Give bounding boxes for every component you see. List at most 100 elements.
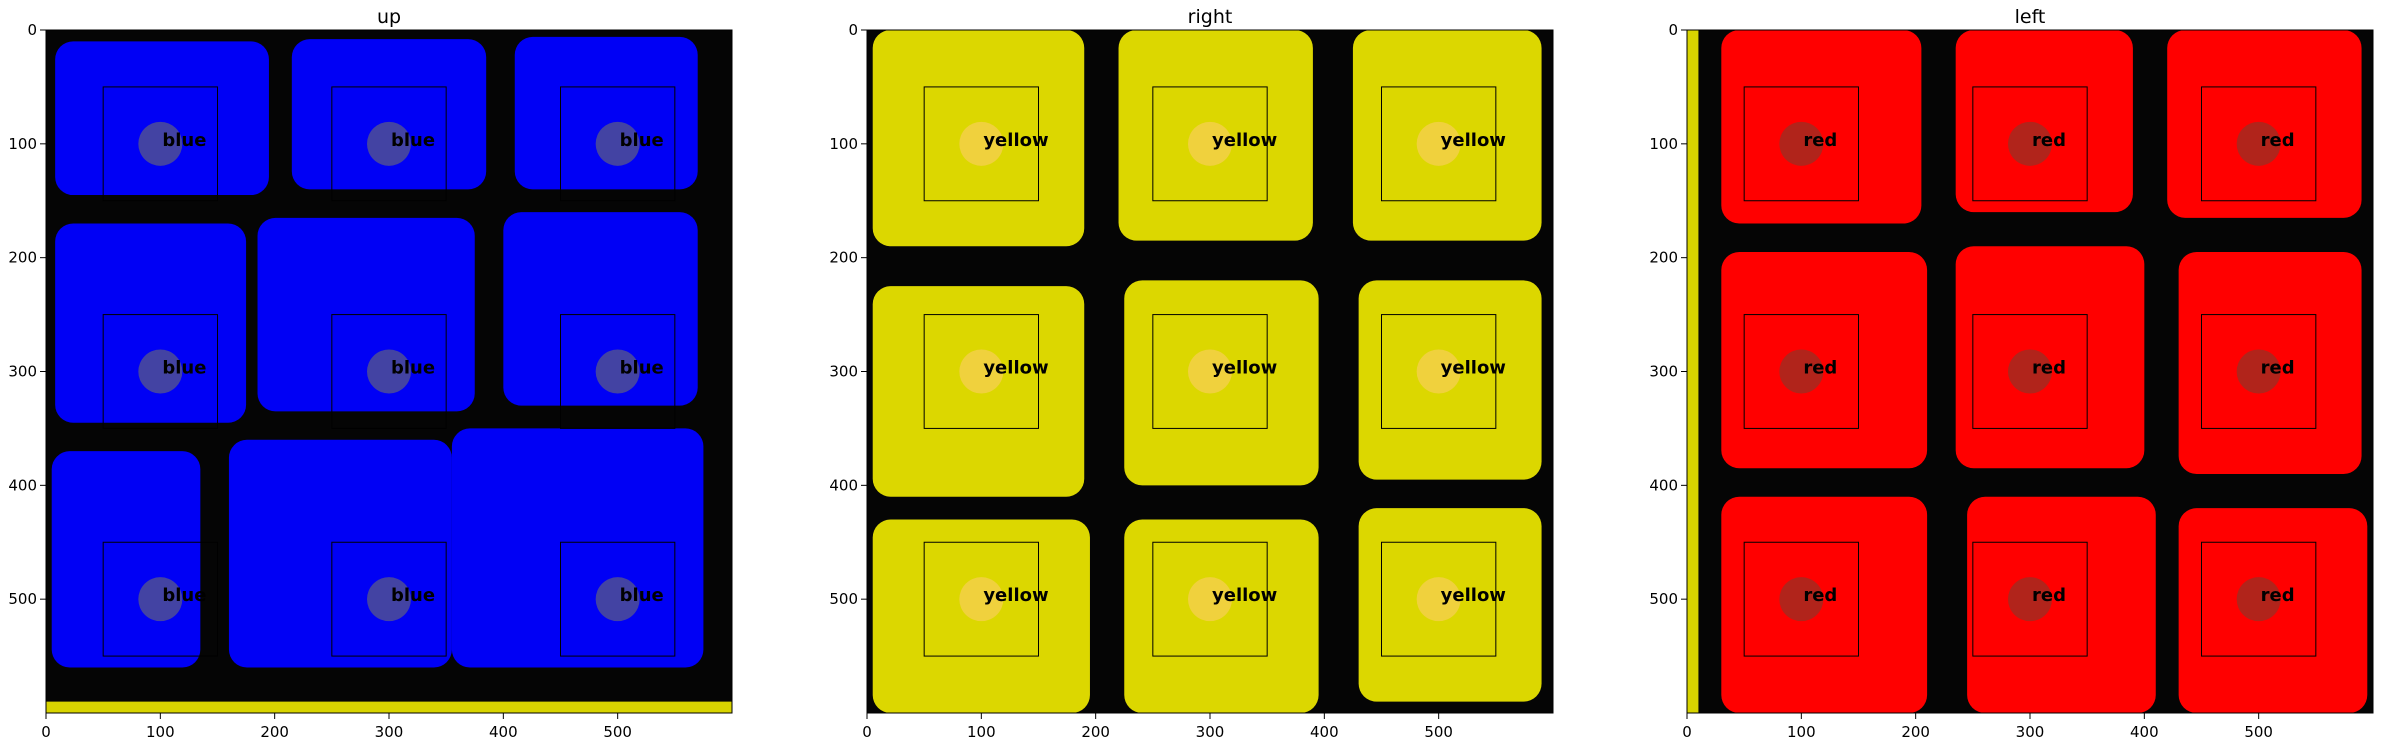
sticker-tile: [291, 39, 487, 190]
y-tick-label: 200: [8, 249, 37, 267]
x-tick-label: 200: [1901, 723, 1930, 741]
x-tick-label: 400: [2130, 723, 2159, 741]
sample-marker: [595, 349, 640, 394]
x-tick-label: 100: [146, 723, 175, 741]
sample-box: [560, 541, 676, 657]
sample-box: [1381, 541, 1497, 657]
sample-label: blue: [391, 358, 435, 379]
y-tick-label: 300: [1649, 363, 1678, 381]
sample-marker: [138, 577, 183, 622]
sample-marker: [2008, 577, 2052, 622]
sample-box: [1972, 86, 2088, 202]
sample-label: red: [1803, 585, 1837, 606]
sample-label: blue: [391, 585, 435, 606]
y-tick-label: 300: [8, 363, 37, 381]
sample-label: yellow: [983, 358, 1048, 379]
sample-box: [1381, 86, 1497, 202]
sample-marker: [1188, 349, 1232, 394]
sample-label: yellow: [1212, 130, 1277, 151]
sample-marker: [959, 349, 1004, 394]
edge-strip: [1687, 30, 1699, 713]
sticker-tile: [51, 451, 201, 668]
x-tick-label: 400: [1310, 723, 1339, 741]
sample-box: [331, 541, 447, 657]
y-tick-label: 200: [1649, 249, 1678, 267]
sample-label: red: [2261, 358, 2295, 379]
sample-marker: [1188, 577, 1232, 622]
y-tick-label: 300: [829, 363, 858, 381]
sample-marker: [959, 121, 1004, 166]
sample-marker: [1779, 121, 1824, 166]
y-tick-label: 500: [8, 590, 37, 608]
y-tick-label: 100: [829, 135, 858, 153]
sample-box: [2201, 86, 2317, 202]
sample-label: blue: [162, 585, 206, 606]
sample-label: red: [2032, 130, 2066, 151]
sample-marker: [1416, 349, 1461, 394]
sample-box: [2201, 541, 2317, 657]
sample-marker: [367, 577, 411, 622]
sample-marker: [1416, 577, 1461, 622]
sample-marker: [367, 121, 411, 166]
sample-marker: [138, 349, 183, 394]
y-tick-label: 0: [27, 21, 37, 39]
sticker-tile: [55, 41, 269, 196]
sticker-tile: [1955, 30, 2133, 213]
sticker-tile: [1721, 496, 1928, 713]
sample-box: [1743, 86, 1859, 202]
sample-label: yellow: [1441, 130, 1506, 151]
sample-label: blue: [162, 358, 206, 379]
sample-marker: [2236, 121, 2281, 166]
sample-box: [331, 314, 447, 429]
sticker-tile: [228, 439, 452, 668]
x-tick-label: 200: [1081, 723, 1110, 741]
sample-box: [923, 541, 1040, 657]
sticker-tile: [451, 428, 704, 668]
x-tick-label: 300: [375, 723, 404, 741]
sample-marker: [2236, 577, 2281, 622]
sample-label: blue: [620, 585, 664, 606]
sample-box: [2201, 314, 2317, 429]
edge-strip: [46, 701, 732, 713]
x-tick-label: 400: [489, 723, 518, 741]
x-tick-label: 0: [1682, 723, 1692, 741]
sample-box: [923, 86, 1040, 202]
y-tick-label: 200: [829, 249, 858, 267]
sample-label: blue: [162, 130, 206, 151]
y-tick-label: 0: [1668, 21, 1678, 39]
y-tick-label: 0: [848, 21, 858, 39]
sample-box: [102, 541, 218, 657]
x-tick-label: 500: [603, 723, 632, 741]
sample-box: [1743, 541, 1859, 657]
subplot-title: up: [377, 6, 401, 28]
sample-label: red: [1803, 130, 1837, 151]
sample-marker: [1416, 121, 1461, 166]
x-tick-label: 300: [1196, 723, 1225, 741]
sample-marker: [2008, 121, 2052, 166]
sample-box: [1381, 314, 1497, 429]
subplot-title: left: [2015, 6, 2046, 28]
sample-label: yellow: [983, 130, 1048, 151]
sample-marker: [367, 349, 411, 394]
sample-box: [1972, 541, 2088, 657]
sticker-tile: [514, 36, 698, 190]
x-tick-label: 300: [2016, 723, 2045, 741]
y-tick-label: 500: [1649, 590, 1678, 608]
sample-box: [102, 86, 218, 202]
sample-marker: [2236, 349, 2281, 394]
sample-marker: [1779, 349, 1824, 394]
x-tick-label: 500: [1424, 723, 1453, 741]
sample-marker: [138, 121, 183, 166]
x-tick-label: 0: [862, 723, 872, 741]
x-tick-label: 0: [41, 723, 51, 741]
y-tick-label: 400: [8, 476, 37, 494]
y-tick-label: 100: [1649, 135, 1678, 153]
sample-label: red: [2032, 585, 2066, 606]
x-tick-label: 500: [2244, 723, 2273, 741]
sample-label: blue: [620, 358, 664, 379]
sample-box: [1743, 314, 1859, 429]
sample-label: yellow: [1441, 585, 1506, 606]
sample-box: [560, 86, 676, 202]
sample-label: red: [2032, 358, 2066, 379]
sample-box: [1152, 86, 1268, 202]
